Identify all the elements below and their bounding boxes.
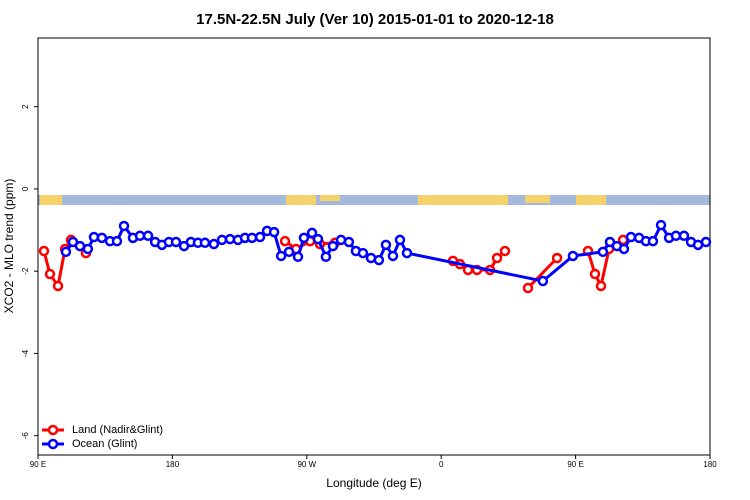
data-point — [298, 232, 310, 244]
x-tick-label: 90 E — [30, 460, 46, 469]
data-point — [283, 246, 295, 258]
data-point — [380, 239, 392, 251]
data-point — [320, 251, 332, 263]
data-point — [292, 251, 304, 263]
x-tick-label: 180 — [703, 460, 717, 469]
data-point — [401, 247, 413, 259]
data-point — [170, 236, 182, 248]
x-tick-label: 90 W — [297, 460, 316, 469]
data-point — [491, 252, 503, 264]
legend-marker — [47, 438, 59, 450]
data-point — [199, 237, 211, 249]
data-point — [246, 232, 258, 244]
data-point — [142, 230, 154, 242]
y-tick-label: 2 — [21, 104, 30, 109]
chart-title: 17.5N-22.5N July (Ver 10) 2015-01-01 to … — [196, 11, 554, 28]
data-point — [82, 243, 94, 255]
data-point — [279, 235, 291, 247]
data-point — [678, 230, 690, 242]
data-point — [589, 268, 601, 280]
data-point — [551, 252, 563, 264]
y-tick-label: -4 — [21, 349, 30, 357]
data-point — [700, 236, 712, 248]
x-tick-label: 90 E — [567, 460, 583, 469]
data-point — [618, 243, 630, 255]
data-point — [387, 250, 399, 262]
data-point — [357, 247, 369, 259]
data-point — [647, 235, 659, 247]
data-point — [343, 236, 355, 248]
legend-marker — [47, 424, 59, 436]
data-point — [118, 220, 130, 232]
data-point — [595, 280, 607, 292]
data-point — [327, 240, 339, 252]
data-point — [216, 234, 228, 246]
data-point — [44, 268, 56, 280]
data-point — [60, 246, 72, 258]
land-ocean-strip — [38, 195, 710, 205]
legend-label: Ocean (Glint) — [72, 438, 137, 450]
data-point — [52, 280, 64, 292]
data-point — [567, 250, 579, 262]
data-point — [670, 230, 682, 242]
data-point — [208, 238, 220, 250]
data-point — [625, 231, 637, 243]
data-point — [306, 227, 318, 239]
y-tick-label: 0 — [21, 186, 30, 191]
data-point — [275, 250, 287, 262]
data-point — [134, 230, 146, 242]
data-point — [537, 275, 549, 287]
x-axis-label: Longitude (deg E) — [326, 476, 421, 490]
plot-frame — [37, 37, 711, 456]
data-point — [522, 282, 534, 294]
y-tick-label: -2 — [21, 267, 30, 275]
data-point — [38, 245, 50, 257]
x-tick-label: 180 — [166, 460, 180, 469]
y-axis-label: XCO2 - MLO trend (ppm) — [2, 179, 16, 314]
data-point — [394, 234, 406, 246]
x-tick-label: 0 — [439, 460, 444, 469]
data-point — [254, 231, 266, 243]
data-point — [96, 232, 108, 244]
data-point — [655, 219, 667, 231]
data-point — [111, 235, 123, 247]
y-tick-label: -6 — [21, 432, 30, 440]
data-point — [597, 246, 609, 258]
data-point — [373, 254, 385, 266]
data-point — [499, 245, 511, 257]
legend-label: Land (Nadir&Glint) — [72, 424, 163, 436]
data-point — [312, 233, 324, 245]
data-point — [268, 226, 280, 238]
